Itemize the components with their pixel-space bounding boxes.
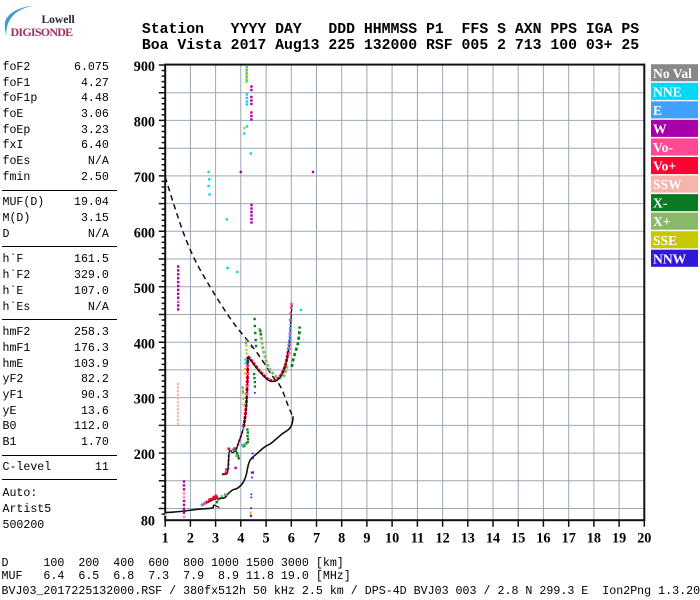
svg-text:7: 7 [313,530,320,546]
svg-text:15: 15 [511,530,525,546]
svg-text:16: 16 [536,530,550,546]
svg-text:300: 300 [134,392,155,408]
svg-text:SSW: SSW [653,177,682,192]
svg-text:No Val: No Val [653,66,692,81]
svg-text:200: 200 [134,447,155,463]
svg-text:20: 20 [637,530,651,546]
svg-text:14: 14 [486,530,500,546]
svg-text:18: 18 [587,530,601,546]
svg-text:13: 13 [461,530,475,546]
svg-text:500: 500 [134,281,155,297]
svg-text:NNW: NNW [653,251,687,266]
svg-text:W: W [653,121,667,136]
svg-text:X+: X+ [653,214,671,229]
svg-text:4: 4 [237,530,244,546]
svg-text:400: 400 [134,336,155,352]
svg-text:800: 800 [134,115,155,131]
svg-text:8: 8 [338,530,345,546]
svg-text:9: 9 [363,530,370,546]
svg-text:NNE: NNE [653,84,682,99]
svg-text:12: 12 [436,530,450,546]
svg-text:6: 6 [288,530,295,546]
svg-text:700: 700 [134,170,155,186]
svg-text:17: 17 [562,530,576,546]
svg-text:5: 5 [263,530,270,546]
svg-text:11: 11 [411,530,424,546]
svg-text:80: 80 [141,514,155,530]
svg-text:1: 1 [162,530,169,546]
svg-text:3: 3 [212,530,219,546]
svg-text:10: 10 [385,530,399,546]
svg-text:Vo-: Vo- [653,140,673,155]
svg-text:600: 600 [134,225,155,241]
svg-text:Vo+: Vo+ [653,159,676,174]
svg-text:2: 2 [187,530,194,546]
svg-text:SSE: SSE [653,233,677,248]
svg-text:X-: X- [653,196,668,211]
svg-text:E: E [653,103,662,118]
svg-text:19: 19 [612,530,626,546]
svg-text:900: 900 [134,59,155,75]
